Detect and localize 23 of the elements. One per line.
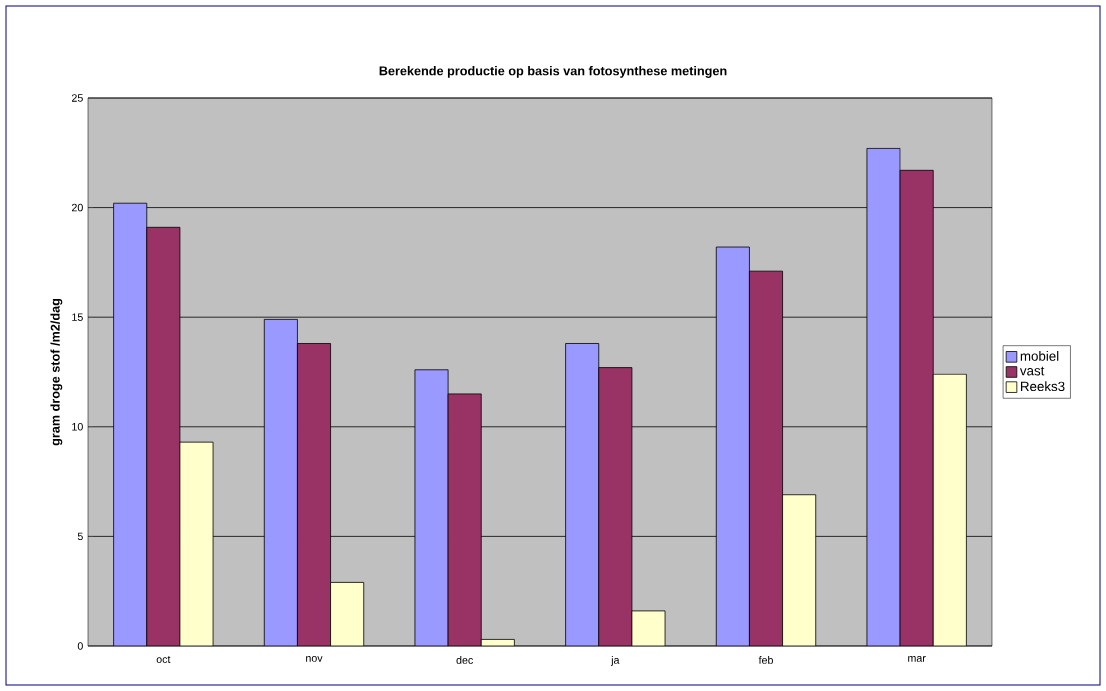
x-tick-label: oct	[156, 656, 171, 664]
y-tick-label: 25	[71, 94, 83, 102]
y-tick-label: 5	[77, 532, 83, 541]
chart-title: Berekende productie op basis van fotosynthese metingen	[379, 66, 727, 78]
y-tick-label: 0	[77, 642, 83, 650]
bar	[749, 270, 783, 646]
y-tick-label: 10	[72, 423, 83, 431]
bar	[146, 226, 181, 646]
x-tick-label: dec	[456, 656, 473, 664]
bar	[297, 343, 331, 646]
y-axis-title: gram droge stof /m2/dag	[50, 298, 63, 446]
legend-label: Reeks3	[1020, 381, 1065, 392]
bar	[598, 367, 633, 646]
x-tick-label: ja	[610, 656, 620, 666]
y-tick-label: 20	[71, 203, 83, 212]
y-tick-label: 15	[72, 313, 83, 321]
bar	[447, 393, 482, 646]
x-tick-label: mar	[908, 656, 926, 662]
legend-label: mobiel	[1020, 351, 1059, 361]
x-tick-label: feb	[758, 656, 773, 664]
bar	[899, 169, 934, 646]
x-tick-label: nov	[306, 656, 323, 662]
legend-label: vast	[1019, 366, 1045, 376]
